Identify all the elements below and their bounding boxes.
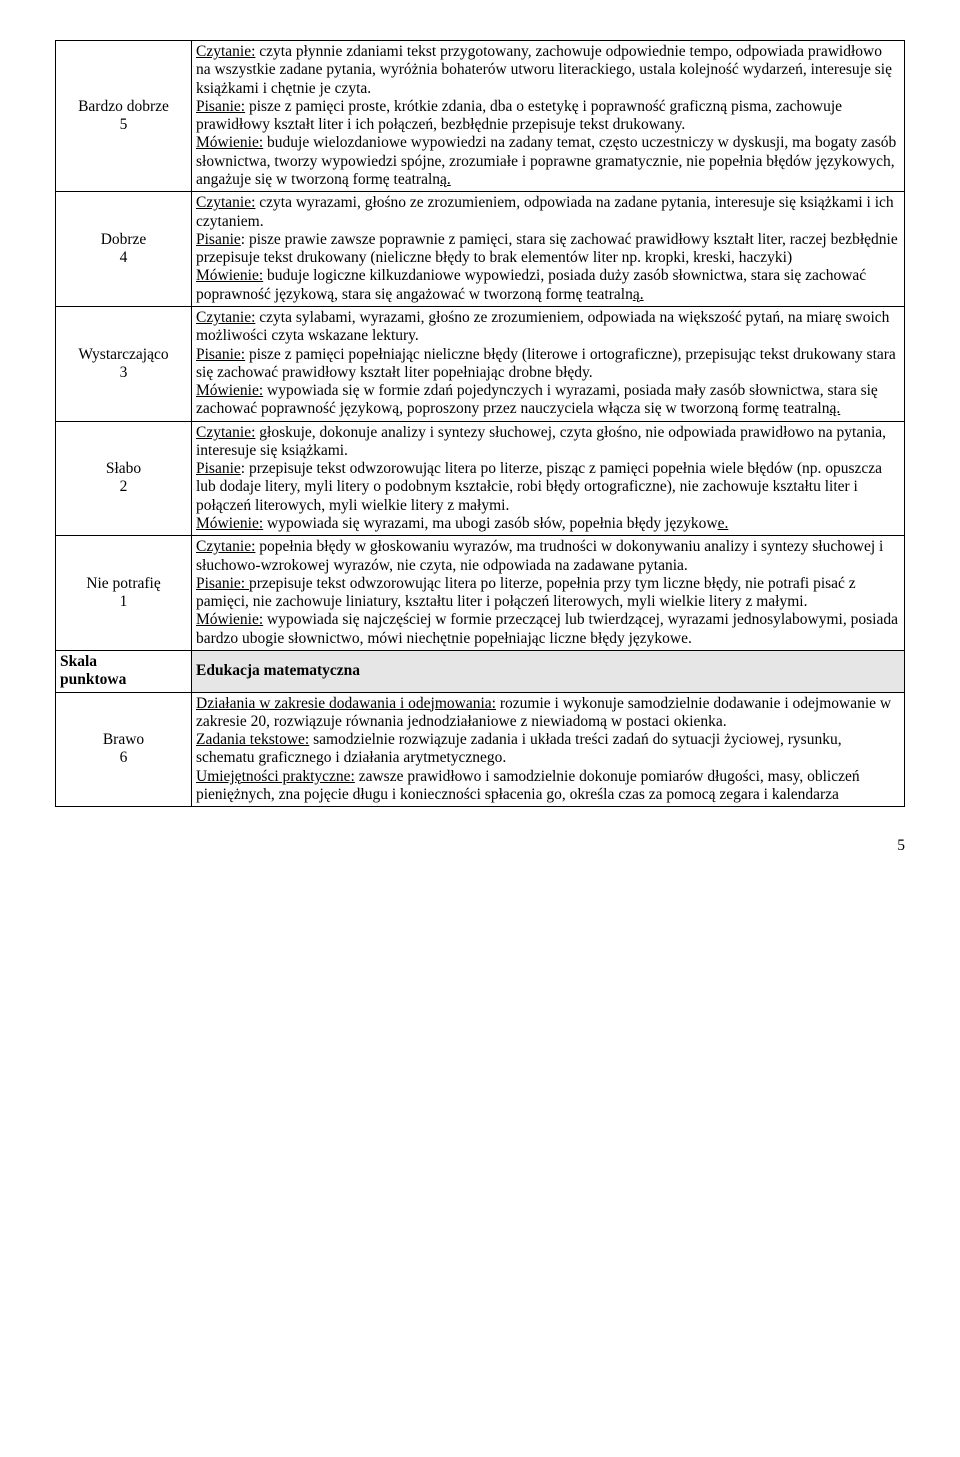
page-number: 5 — [55, 837, 905, 855]
grading-table: Bardzo dobrze5Czytanie: czyta płynnie zd… — [55, 40, 905, 807]
row-label: Dobrze4 — [56, 192, 192, 307]
row-content: Czytanie: głoskuje, dokonuje analizy i s… — [192, 421, 905, 536]
row-label: Słabo2 — [56, 421, 192, 536]
row-label: Wystarczająco3 — [56, 306, 192, 421]
row-label: Skalapunktowa — [56, 651, 192, 693]
row-label: Nie potrafię1 — [56, 536, 192, 651]
row-content: Czytanie: czyta wyrazami, głośno ze zroz… — [192, 192, 905, 307]
row-content: Edukacja matematyczna — [192, 651, 905, 693]
row-label: Brawo6 — [56, 692, 192, 807]
row-content: Czytanie: popełnia błędy w głoskowaniu w… — [192, 536, 905, 651]
row-content: Czytanie: czyta płynnie zdaniami tekst p… — [192, 41, 905, 192]
row-content: Działania w zakresie dodawania i odejmow… — [192, 692, 905, 807]
row-label: Bardzo dobrze5 — [56, 41, 192, 192]
row-content: Czytanie: czyta sylabami, wyrazami, głoś… — [192, 306, 905, 421]
